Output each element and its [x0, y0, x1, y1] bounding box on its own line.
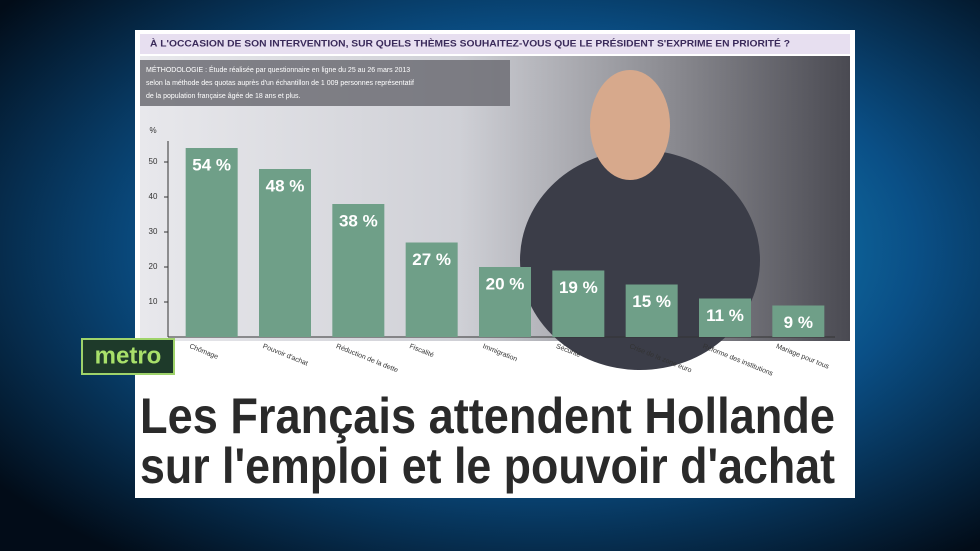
photo-face: [590, 70, 670, 180]
value-label: 19 %: [559, 278, 598, 297]
value-label: 38 %: [339, 211, 378, 230]
bar: [552, 270, 605, 337]
y-tick-label: 20: [149, 262, 158, 271]
question: À L'OCCASION DE SON INTERVENTION, SUR QU…: [150, 38, 790, 48]
y-tick-label: 40: [149, 192, 158, 201]
bar: [772, 305, 825, 337]
y-tick-label: 30: [149, 227, 158, 236]
bar: [405, 242, 458, 337]
headline: Les Français attendent Hollande: [140, 388, 835, 444]
headline: sur l'emploi et le pouvoir d'achat: [140, 438, 835, 494]
value-label: 15 %: [632, 292, 671, 311]
bar: [259, 169, 311, 337]
value-label: 27 %: [412, 250, 451, 269]
methodology-line: de la population française âgée de 18 an…: [146, 93, 301, 100]
methodology-box: [140, 60, 510, 106]
bar: [332, 204, 385, 337]
logo-box: [81, 338, 175, 375]
value-label: 54 %: [192, 155, 231, 174]
value-label: 20 %: [486, 274, 525, 293]
value-label: 11 %: [706, 306, 744, 325]
bar: [479, 267, 531, 337]
question-band: [140, 34, 850, 54]
logo: metro: [95, 342, 162, 369]
bar: [699, 298, 751, 337]
value-label: 48 %: [266, 176, 305, 195]
value-label: 9 %: [784, 313, 813, 332]
methodology-line: selon la méthode des quotas auprès d'un …: [146, 80, 414, 87]
methodology-line: MÉTHODOLOGIE : Étude réalisée par questi…: [146, 65, 410, 74]
y-tick-label: 10: [149, 297, 158, 306]
bar: [185, 148, 238, 337]
bar: [625, 284, 678, 337]
y-axis-label: %: [149, 126, 156, 135]
y-tick-label: 50: [149, 157, 158, 166]
